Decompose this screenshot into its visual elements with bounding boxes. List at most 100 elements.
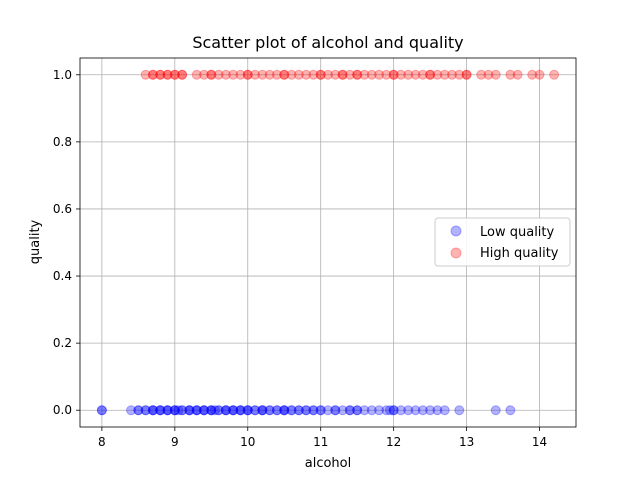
data-point — [250, 405, 261, 416]
data-point — [461, 69, 472, 80]
data-point — [169, 405, 180, 416]
data-point — [235, 405, 246, 416]
data-point — [184, 405, 195, 416]
data-point — [395, 69, 406, 80]
series-low-quality — [96, 405, 516, 416]
data-point — [366, 69, 377, 80]
data-point — [315, 69, 326, 80]
plot-frame — [79, 57, 577, 428]
data-point — [403, 405, 414, 416]
data-point — [381, 405, 392, 416]
data-point — [184, 405, 195, 416]
data-point — [213, 405, 224, 416]
data-point — [147, 405, 158, 416]
data-point — [549, 69, 560, 80]
x-tick-label: 11 — [313, 435, 328, 449]
data-point — [385, 405, 395, 416]
x-tick-label: 14 — [532, 435, 547, 449]
data-point — [191, 405, 202, 416]
data-point — [250, 405, 261, 416]
data-point — [220, 405, 231, 416]
data-point — [177, 405, 188, 416]
grid — [80, 58, 576, 427]
data-point — [344, 405, 355, 416]
data-point — [235, 405, 246, 416]
data-point — [228, 405, 239, 416]
x-tick-label: 8 — [98, 435, 106, 449]
data-point — [315, 405, 326, 416]
data-point — [323, 69, 333, 80]
legend-box — [434, 217, 571, 267]
data-point — [279, 405, 290, 416]
data-point — [388, 405, 399, 416]
data-point — [264, 405, 275, 416]
data-point — [352, 405, 363, 416]
data-point — [308, 405, 319, 416]
data-point — [337, 69, 348, 80]
data-point — [352, 69, 363, 80]
data-point — [213, 405, 224, 416]
data-point — [191, 405, 202, 416]
x-axis-label: alcohol — [305, 456, 351, 471]
data-point — [199, 405, 209, 416]
data-point — [257, 405, 268, 416]
data-point — [173, 405, 184, 416]
data-point — [352, 69, 363, 80]
y-tick-label: 0.0 — [53, 403, 72, 417]
data-point — [374, 405, 385, 416]
data-point — [286, 405, 297, 416]
x-tick-label: 9 — [171, 435, 179, 449]
data-point — [308, 405, 319, 416]
data-point — [199, 405, 209, 416]
data-point — [447, 69, 457, 80]
data-point — [220, 69, 231, 80]
data-point — [279, 69, 290, 80]
data-point — [293, 69, 304, 80]
data-point — [169, 69, 180, 80]
data-point — [490, 69, 501, 80]
data-point — [242, 405, 253, 416]
data-point — [206, 69, 217, 80]
data-point — [140, 405, 151, 416]
data-point — [257, 405, 268, 416]
legend-label-high-quality: High quality — [480, 246, 559, 261]
data-point — [432, 405, 443, 416]
y-tick-label: 0.2 — [53, 336, 72, 350]
data-point — [330, 405, 341, 416]
data-point — [155, 405, 166, 416]
data-point — [177, 405, 188, 416]
data-point — [206, 405, 217, 416]
data-point — [96, 405, 107, 416]
data-point — [505, 69, 516, 80]
data-point — [490, 405, 501, 416]
data-point — [162, 405, 173, 416]
y-tick-label: 0.8 — [53, 135, 72, 149]
data-point — [126, 405, 137, 416]
data-point — [534, 69, 545, 80]
data-point — [301, 405, 312, 416]
data-point — [359, 405, 370, 416]
data-point — [454, 405, 465, 416]
data-point — [162, 405, 173, 416]
data-point — [191, 69, 202, 80]
data-point — [271, 405, 282, 416]
data-point — [162, 69, 173, 80]
data-point — [242, 405, 253, 416]
data-point — [301, 69, 312, 80]
series-high-quality — [140, 69, 560, 80]
data-point — [220, 405, 231, 416]
legend-marker-low-quality — [450, 225, 462, 237]
data-point — [257, 69, 268, 80]
data-point — [279, 405, 290, 416]
data-point — [133, 405, 144, 416]
data-point — [242, 405, 253, 416]
y-axis-label: quality — [28, 219, 43, 264]
data-point — [439, 405, 450, 416]
data-point — [395, 405, 406, 416]
data-point — [206, 69, 217, 80]
data-point — [374, 69, 385, 80]
data-point — [286, 69, 297, 80]
data-point — [461, 69, 472, 80]
